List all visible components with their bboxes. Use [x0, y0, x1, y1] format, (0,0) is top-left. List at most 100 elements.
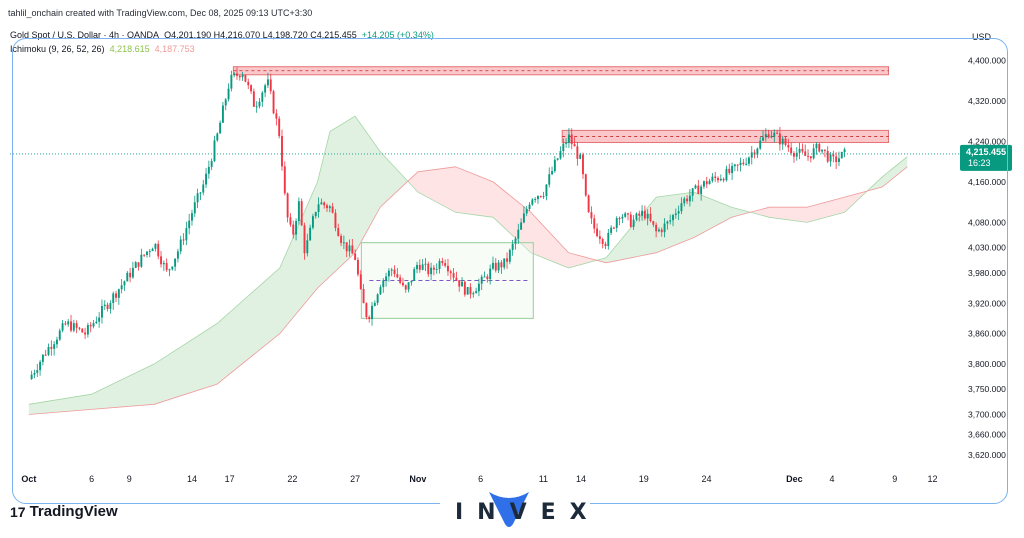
candle-down: [247, 81, 250, 86]
last-price-label: 4,215.455: [966, 147, 1006, 157]
candle-up: [489, 268, 492, 280]
candle-up: [328, 206, 331, 209]
candle-down: [275, 113, 278, 119]
price-axis[interactable]: USD 4,400.000 4,320.000 4,240.000 4,160.000…: [968, 32, 1006, 460]
candle-up: [635, 213, 638, 220]
candle-down: [649, 213, 652, 222]
candle-up: [610, 227, 613, 233]
candle-down: [643, 210, 646, 219]
time-tick-label: 9: [127, 474, 132, 484]
symbol-name[interactable]: Gold Spot / U.S. Dollar · 4h · OANDA: [10, 30, 160, 40]
candle-up: [522, 213, 525, 223]
candle-up: [672, 215, 674, 221]
candle-up: [621, 216, 624, 219]
candle-down: [244, 74, 247, 82]
candle-up: [126, 272, 129, 282]
candle-up: [185, 228, 188, 241]
candle-down: [458, 280, 461, 287]
candle-down: [832, 154, 835, 157]
candle-down: [590, 212, 593, 219]
candle-down: [427, 263, 430, 275]
candle-up: [770, 135, 773, 138]
candle-up: [702, 181, 705, 187]
candle-up: [41, 354, 44, 362]
candle-up: [666, 221, 669, 224]
candle-down: [326, 205, 328, 209]
price-tick-label: 4,160.000: [968, 177, 1006, 187]
time-axis[interactable]: Oct 6 9 14 17 22 27 Nov 6 11 14 19 24 Dec 4 9 12: [21, 474, 937, 484]
candle-down: [823, 149, 826, 151]
candle-down: [576, 146, 579, 159]
time-tick-label: 14: [187, 474, 197, 484]
candle-up: [700, 186, 703, 194]
candle-up: [466, 287, 469, 295]
tradingview-wordmark: TradingView: [29, 503, 118, 520]
candle-up: [207, 166, 210, 174]
candle-down: [396, 274, 399, 278]
chart-attribution: tahlil_onchain created with TradingView.…: [8, 8, 313, 18]
candle-down: [500, 262, 503, 268]
candle-up: [477, 283, 480, 292]
candle-up: [624, 213, 627, 217]
candle-up: [36, 370, 39, 373]
price-tick-label: 3,800.000: [968, 359, 1006, 369]
time-tick-label: 12: [927, 474, 937, 484]
candle-down: [404, 285, 407, 290]
candle-up: [537, 196, 539, 200]
indicator-name[interactable]: Ichimoku (9, 26, 52, 26): [10, 44, 105, 54]
candle-up: [86, 325, 89, 335]
candle-down: [272, 91, 275, 114]
candle-up: [382, 280, 385, 288]
candle-down: [818, 143, 821, 152]
candle-down: [137, 262, 140, 267]
candle-up: [154, 243, 157, 249]
candle-up: [632, 219, 635, 227]
tradingview-mark-icon: 17: [10, 503, 26, 520]
candle-up: [815, 143, 818, 149]
candle-down: [660, 229, 663, 233]
ichimoku-span-b-value: 4,187.753: [154, 44, 195, 54]
candle-up: [390, 269, 393, 271]
candle-down: [44, 354, 47, 356]
price-tick-label: 3,700.000: [968, 409, 1006, 419]
candle-down: [736, 164, 739, 166]
candle-down: [323, 202, 326, 206]
candle-down: [165, 262, 168, 270]
candle-up: [30, 374, 33, 380]
candle-down: [402, 282, 404, 286]
candle-down: [826, 150, 829, 162]
candle-up: [387, 270, 390, 277]
candle-up: [562, 143, 565, 152]
candle-up: [373, 302, 376, 306]
candle-up: [840, 151, 843, 159]
bar-countdown: 16:23: [968, 158, 991, 168]
candle-down: [269, 79, 272, 92]
candle-up: [556, 158, 559, 160]
candle-down: [281, 136, 283, 167]
candle-up: [258, 101, 261, 107]
candle-down: [157, 243, 160, 257]
candle-up: [764, 134, 767, 138]
candle-down: [345, 242, 348, 252]
brand-wordmark: INVEX: [455, 500, 601, 525]
candle-down: [494, 262, 497, 271]
candle-up: [101, 306, 103, 318]
candle-down: [629, 214, 632, 227]
candle-up: [421, 264, 424, 270]
candle-down: [236, 73, 238, 76]
candle-up: [531, 199, 534, 205]
candle-up: [196, 193, 199, 203]
candle-up: [67, 321, 70, 325]
candle-up: [829, 154, 832, 162]
candle-up: [407, 282, 410, 290]
time-tick-label: 19: [639, 474, 649, 484]
candle-down: [767, 134, 770, 138]
tradingview-logo[interactable]: 17 TradingView: [10, 503, 118, 520]
candle-down: [705, 181, 708, 185]
candle-up: [311, 216, 314, 228]
candle-up: [309, 227, 312, 241]
candle-up: [472, 293, 475, 295]
candle-up: [416, 264, 418, 270]
annotations: [232, 66, 890, 320]
